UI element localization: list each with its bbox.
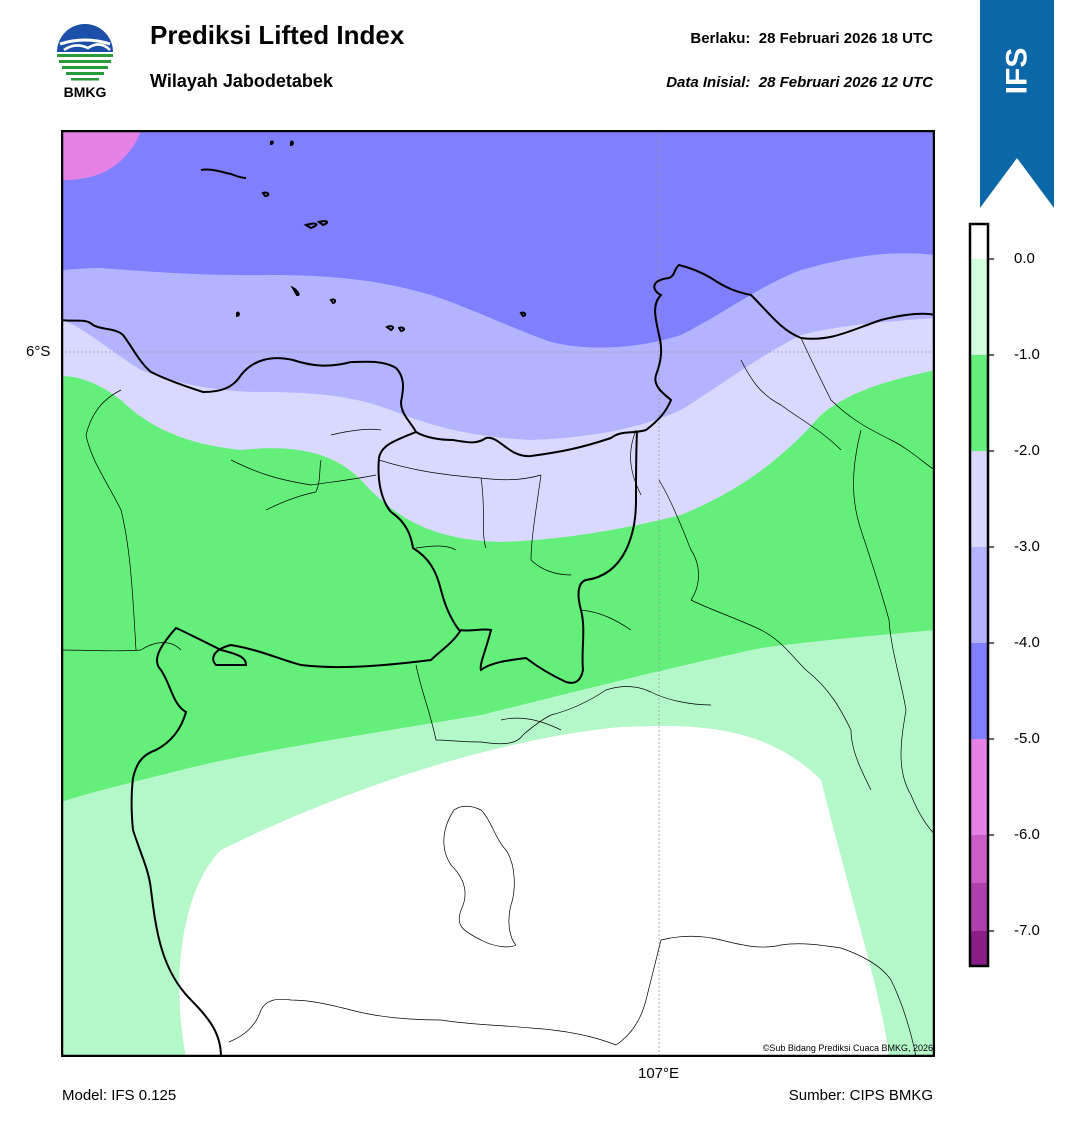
model-badge-text: IFS <box>999 47 1033 95</box>
colorbar-tick: -5.0 <box>1014 730 1040 747</box>
colorbar-segment <box>970 835 988 883</box>
map-subtitle: Wilayah Jabodetabek <box>150 71 333 91</box>
logo-text: BMKG <box>63 84 107 100</box>
bmkg-logo <box>57 24 113 81</box>
zone-minus5-to-minus6 <box>61 130 141 180</box>
model-ribbon <box>980 0 1054 208</box>
province-boundary <box>130 626 462 1057</box>
zone-minus4-to-minus5 <box>61 130 935 348</box>
colorbar-tick: -6.0 <box>1014 826 1040 843</box>
init-label: Data Inisial: <box>666 74 751 91</box>
colorbar-tick: -1.0 <box>1014 346 1040 363</box>
colorbar-segment <box>970 883 988 931</box>
colorbar-segment <box>970 259 988 355</box>
colorbar-tick: -7.0 <box>1014 922 1040 939</box>
colorbar-tick: -4.0 <box>1014 634 1040 651</box>
colorbar-segment <box>970 547 988 643</box>
colorbar-segment <box>970 739 988 835</box>
valid-time: Berlaku: 28 Februari 2026 18 UTC <box>690 30 933 47</box>
thousand-islands <box>200 140 527 333</box>
map-title: Prediksi Lifted Index <box>150 20 405 50</box>
coastline <box>61 263 935 458</box>
colorbar-segment <box>970 451 988 547</box>
colorbar-tick: -3.0 <box>1014 538 1040 555</box>
province-boundary <box>377 431 638 684</box>
init-time: Data Inisial: 28 Februari 2026 12 UTC <box>666 74 933 91</box>
lifted-index-map <box>61 130 935 1057</box>
regency-boundaries <box>61 337 935 1057</box>
colorbar-segment <box>970 931 988 966</box>
valid-value: 28 Februari 2026 18 UTC <box>758 30 933 47</box>
colorbar <box>968 222 994 968</box>
latitude-label: 6°S <box>26 343 51 360</box>
map-credit: ©Sub Bidang Prediksi Cuaca BMKG, 2026 <box>762 1043 933 1053</box>
colorbar-tick: 0.0 <box>1014 250 1035 267</box>
colorbar-tick: -2.0 <box>1014 442 1040 459</box>
source-footer: Sumber: CIPS BMKG <box>788 1087 933 1104</box>
colorbar-segment <box>970 643 988 739</box>
colorbar-segment <box>970 355 988 451</box>
model-footer: Model: IFS 0.125 <box>62 1087 177 1104</box>
init-value: 28 Februari 2026 12 UTC <box>758 74 933 91</box>
valid-label: Berlaku: <box>690 30 751 47</box>
map-frame <box>61 130 935 1057</box>
longitude-label: 107°E <box>638 1065 680 1082</box>
